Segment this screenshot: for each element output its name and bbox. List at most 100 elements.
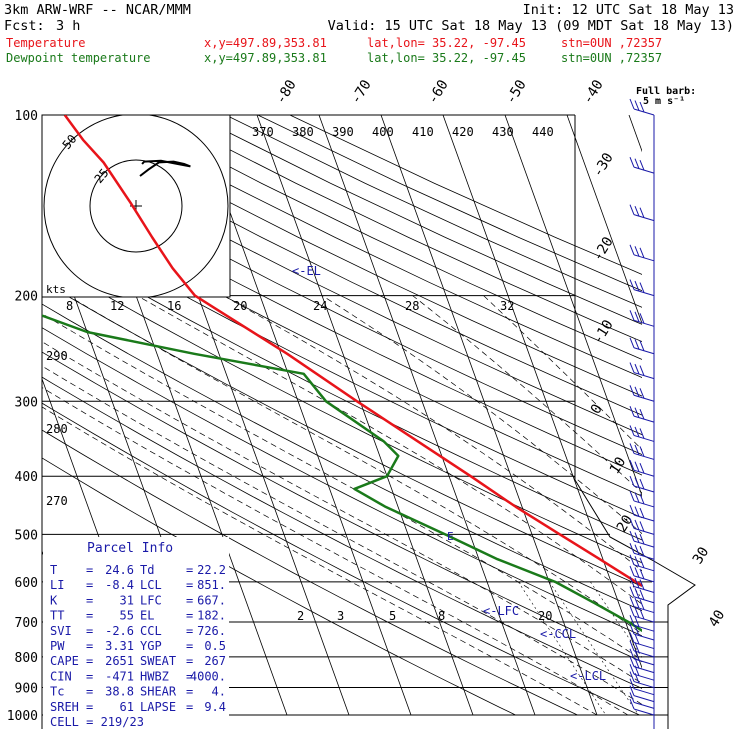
barb-flag [634, 642, 640, 653]
init-time: Init: 12 UTC Sat 18 May 13 [523, 2, 734, 18]
barb-flag [629, 362, 635, 373]
parcel-eq: = [186, 593, 193, 607]
barb-flag [629, 678, 635, 689]
barb-flag [639, 599, 645, 610]
wind-barb [629, 98, 655, 116]
parcel-key: T [50, 563, 57, 577]
legend-temperature-name: Temperature [6, 36, 85, 50]
wind-barb [629, 605, 655, 623]
parcel-info-row: PW = 3.31 YGP = 0.5 [50, 639, 226, 653]
theta-e-label: 280 [46, 422, 68, 436]
barb-flag [639, 478, 645, 490]
parcel-value: 38.8 [105, 685, 134, 699]
wind-barb [629, 156, 655, 174]
dry-adiabat [42, 215, 642, 519]
dry-adiabat [42, 137, 642, 436]
legend-dewpoint: Dewpoint temperature x,y=497.89,353.81 l… [6, 51, 662, 65]
barb-flag [629, 279, 635, 290]
barb-shaft [633, 673, 655, 681]
moist-adiabat [223, 295, 642, 572]
parcel-value: 851. [197, 578, 226, 592]
theta-e-label: 290 [46, 349, 68, 363]
wind-barb [629, 204, 655, 222]
parcel-key: CCL [140, 624, 162, 638]
barb-shaft [633, 650, 655, 658]
isotherm-line [256, 115, 474, 716]
barb-flag [639, 408, 645, 420]
barb-flag [629, 692, 635, 703]
wind-barb [629, 692, 655, 709]
parcel-eq: = [86, 654, 93, 668]
parcel-value: 0.5 [204, 639, 226, 653]
moist-adiabat [42, 387, 629, 716]
barb-flag [629, 490, 635, 502]
barb-flag [629, 586, 635, 597]
barb-flag [639, 207, 645, 218]
mixing-ratio-label: 5 [389, 609, 396, 623]
dry-adiabat [289, 115, 642, 275]
barb-flag [629, 337, 635, 348]
legend-temperature-stn: stn=0UN ,72357 [561, 36, 662, 50]
dry-adiabat [97, 115, 642, 378]
isotherm-label: 40 [706, 607, 729, 630]
parcel-key: LFC [140, 593, 162, 607]
moist-adiabat [136, 295, 642, 605]
parcel-value: 9.4 [204, 700, 226, 714]
parcel-value: 31 [120, 593, 134, 607]
parcel-key: SWEAT [140, 654, 176, 668]
parcel-value: 182. [197, 609, 226, 623]
valid-time: Valid: 15 UTC Sat 18 May 13 (09 MDT Sat … [328, 18, 734, 34]
mixing-ratio-label: 20 [538, 609, 552, 623]
dry-adiabat [42, 119, 642, 416]
legend-dewpoint-stn: stn=0UN ,72357 [561, 51, 662, 65]
wind-barb [629, 385, 655, 402]
parcel-value: 2651 [105, 654, 134, 668]
wind-barb [629, 504, 655, 522]
isotherm-label: 10 [607, 454, 630, 477]
right-edge [574, 400, 696, 729]
barb-flag [639, 247, 645, 259]
dry-adiabat [42, 258, 642, 564]
barb-flag [629, 656, 635, 667]
barb-key-title: Full barb: [636, 86, 696, 97]
parcel-value: 4000. [190, 669, 226, 683]
isotherm-label: -40 [580, 77, 607, 107]
parcel-key: YGP [140, 639, 162, 653]
isotherm-line [318, 115, 536, 716]
legend-dewpoint-latlon: lat,lon= 35.22, -97.45 [367, 51, 526, 65]
dry-adiabat [42, 351, 642, 663]
barb-flag [639, 282, 645, 293]
barb-flag [639, 568, 645, 580]
barb-flag [634, 633, 640, 645]
wind-barb [629, 671, 655, 689]
parcel-info-row: SREH = 61 LAPSE = 9.4 [50, 700, 226, 714]
mixing-ratio-label: 2 [297, 609, 304, 623]
barb-shaft [633, 708, 655, 716]
mixing-ratio-line [629, 581, 642, 600]
pressure-label: 300 [15, 395, 38, 410]
dry-adiabat [42, 280, 642, 587]
barb-flag [634, 657, 640, 669]
fcst-label: Fcst: [4, 18, 45, 34]
level-mark-small: E [447, 530, 454, 543]
isotherm-line [442, 115, 642, 669]
parcel-eq: = [186, 669, 193, 683]
parcel-key: LCL [140, 578, 162, 592]
hodo-ring-25 [89, 159, 183, 253]
barb-shaft [633, 695, 655, 703]
barb-flag [639, 463, 645, 474]
wind-barb [629, 565, 655, 583]
parcel-key: TT [50, 609, 64, 623]
pressure-label: 600 [15, 576, 38, 591]
parcel-eq: = [86, 593, 93, 607]
wind-barb [629, 615, 655, 632]
wind-barb [629, 279, 655, 297]
wind-barb [629, 310, 655, 327]
header: 3km ARW-WRF -- NCAR/MMM Init: 12 UTC Sat… [4, 2, 734, 34]
parcel-key: Td [140, 563, 154, 577]
wind-barb [629, 640, 655, 658]
wind-barb [629, 623, 655, 641]
sounding-series [42, 115, 642, 633]
dewpoint-line [42, 314, 642, 633]
